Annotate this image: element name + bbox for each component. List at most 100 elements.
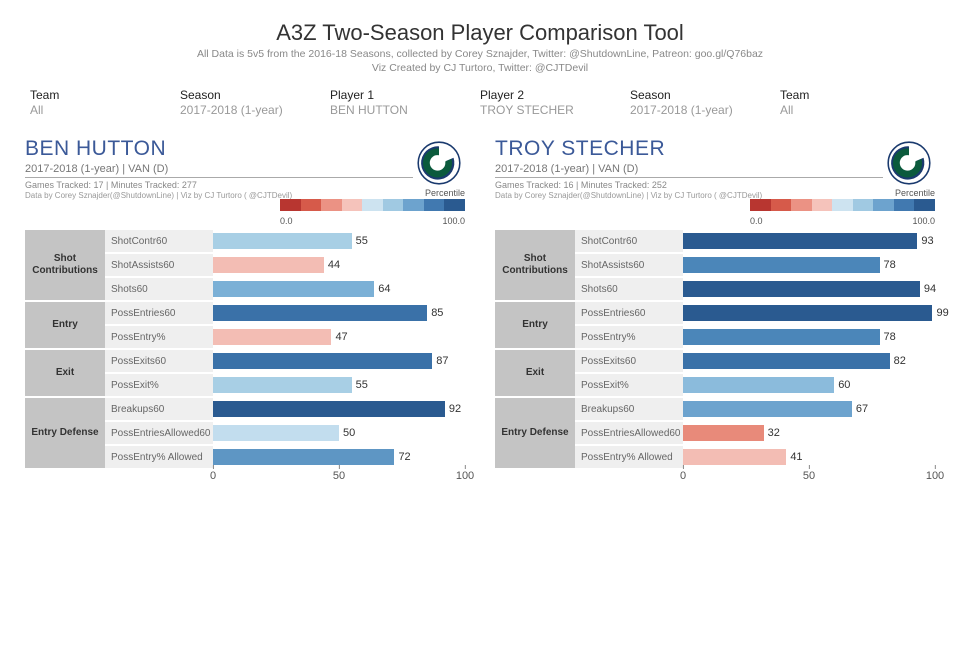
group-label: Entry Defense [495,398,575,470]
bar-value: 41 [790,451,802,463]
percentile-bar [213,281,374,297]
percentile-bar [683,305,932,321]
bar-row: 82 [683,350,935,374]
percentile-bar [213,425,339,441]
percentile-bar [683,353,890,369]
percentile-bar [683,329,880,345]
bar-value: 93 [921,235,933,247]
bar-value: 72 [398,451,410,463]
x-tick: 100 [456,470,474,482]
percentile-bar [213,449,394,465]
player-name: BEN HUTTON [25,137,413,161]
bar-value: 99 [936,307,948,319]
bar-row: 78 [683,326,935,350]
legend-min: 0.0 [750,216,763,226]
bar-row: 50 [213,422,465,446]
bar-row: 92 [213,398,465,422]
bar-value: 85 [431,307,443,319]
group-label: Entry [25,302,105,350]
metric-label: PossEntries60 [105,302,213,326]
bar-row: 78 [683,254,935,278]
bar-value: 94 [924,283,936,295]
metric-label: ShotContr60 [105,230,213,254]
filter-4[interactable]: Season 2017-2018 (1-year) [630,88,780,117]
percentile-bar [213,233,352,249]
bar-row: 60 [683,374,935,398]
legend-max: 100.0 [442,216,465,226]
percentile-bar [683,425,764,441]
bar-value: 60 [838,379,850,391]
filter-1[interactable]: Season 2017-2018 (1-year) [180,88,330,117]
metric-label: PossExit% [105,374,213,398]
filter-value: All [30,103,180,117]
bar-value: 32 [768,427,780,439]
player-name: TROY STECHER [495,137,883,161]
filter-label: Player 2 [480,88,630,102]
bar-value: 78 [884,259,896,271]
bar-row: 32 [683,422,935,446]
player-tracked: Games Tracked: 17 | Minutes Tracked: 277 [25,180,413,190]
subtitle-1: All Data is 5v5 from the 2016-18 Seasons… [25,48,935,60]
filter-5[interactable]: Team All [780,88,930,117]
player-panel-0: BEN HUTTON 2017-2018 (1-year) | VAN (D) … [25,137,465,495]
filter-label: Season [630,88,780,102]
filter-2[interactable]: Player 1 BEN HUTTON [330,88,480,117]
group-label: Entry [495,302,575,350]
metric-label: Breakups60 [105,398,213,422]
percentile-bar [683,281,920,297]
team-logo [413,137,465,189]
percentile-bar [213,353,432,369]
x-tick: 0 [680,470,686,482]
group-label: Exit [25,350,105,398]
bar-row: 87 [213,350,465,374]
metric-label: Shots60 [105,278,213,302]
group-label: Exit [495,350,575,398]
bar-row: 67 [683,398,935,422]
x-tick: 50 [333,470,345,482]
bar-row: 93 [683,230,935,254]
filter-value: 2017-2018 (1-year) [180,103,330,117]
filter-value: BEN HUTTON [330,103,480,117]
filter-value: TROY STECHER [480,103,630,117]
percentile-bar [213,401,445,417]
filter-3[interactable]: Player 2 TROY STECHER [480,88,630,117]
bar-value: 67 [856,403,868,415]
x-axis: 050100 [213,470,465,495]
filter-value: All [780,103,930,117]
bar-value: 87 [436,355,448,367]
metric-label: PossEntries60 [575,302,683,326]
metric-label: PossEntry% [105,326,213,350]
bar-value: 82 [894,355,906,367]
filter-0[interactable]: Team All [30,88,180,117]
filter-label: Season [180,88,330,102]
percentile-bar [213,305,427,321]
percentile-bar [683,377,834,393]
player-panel-1: TROY STECHER 2017-2018 (1-year) | VAN (D… [495,137,935,495]
percentile-bar [213,377,352,393]
bar-row: 94 [683,278,935,302]
player-tracked: Games Tracked: 16 | Minutes Tracked: 252 [495,180,883,190]
metric-label: PossEntriesAllowed60 [105,422,213,446]
main-title: A3Z Two-Season Player Comparison Tool [25,20,935,46]
metric-label: PossExits60 [575,350,683,374]
bar-row: 55 [213,230,465,254]
filter-value: 2017-2018 (1-year) [630,103,780,117]
metric-label: Breakups60 [575,398,683,422]
metric-label: Shots60 [575,278,683,302]
player-meta: 2017-2018 (1-year) | VAN (D) [25,163,413,178]
bar-value: 55 [356,379,368,391]
bar-value: 47 [335,331,347,343]
player-meta: 2017-2018 (1-year) | VAN (D) [495,163,883,178]
bar-value: 50 [343,427,355,439]
percentile-bar [213,329,331,345]
filter-label: Team [30,88,180,102]
percentile-bar [683,257,880,273]
group-label: Entry Defense [25,398,105,470]
metric-label: ShotContr60 [575,230,683,254]
legend-max: 100.0 [912,216,935,226]
percentile-bar [683,401,852,417]
metric-label: ShotAssists60 [575,254,683,278]
metric-label: PossEntriesAllowed60 [575,422,683,446]
x-axis: 050100 [683,470,935,495]
group-label: ShotContributions [495,230,575,302]
